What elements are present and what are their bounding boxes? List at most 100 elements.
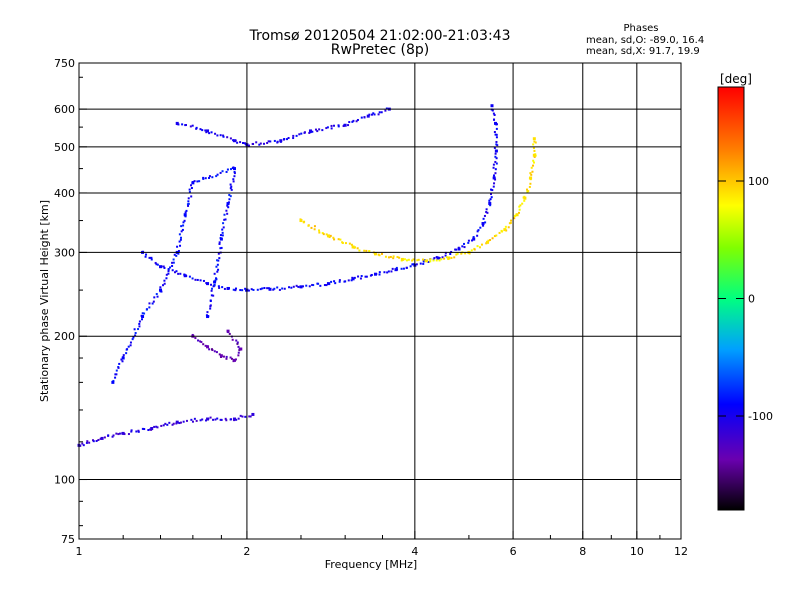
data-point: [364, 275, 367, 278]
trace-point: [232, 417, 236, 421]
data-point: [199, 340, 202, 343]
data-point: [152, 300, 155, 303]
data-point: [211, 176, 214, 179]
data-point: [504, 225, 507, 228]
data-point: [219, 134, 222, 137]
data-point: [252, 288, 255, 291]
data-point: [484, 221, 487, 224]
data-point: [179, 238, 182, 241]
data-point: [222, 355, 225, 358]
data-point: [476, 230, 479, 233]
data-point: [117, 366, 120, 369]
data-point: [266, 287, 269, 290]
trace-point: [493, 121, 497, 125]
data-point: [130, 429, 133, 432]
data-point: [308, 131, 311, 134]
data-point: [156, 426, 159, 429]
data-point: [378, 254, 381, 257]
data-point: [153, 425, 156, 428]
data-point: [221, 234, 224, 237]
data-point: [297, 285, 300, 288]
data-point: [453, 256, 456, 259]
trace-point: [239, 347, 243, 351]
x-tick-label: 6: [510, 545, 517, 558]
data-point: [134, 332, 137, 335]
data-point: [210, 348, 213, 351]
data-point: [188, 275, 191, 278]
data-point: [467, 239, 470, 242]
data-point: [529, 182, 532, 185]
data-point: [223, 213, 226, 216]
data-point: [223, 287, 226, 290]
y-tick-label: 600: [54, 103, 75, 116]
data-point: [216, 417, 219, 420]
trace-point: [481, 222, 485, 226]
data-point: [338, 279, 341, 282]
trace-point: [121, 431, 125, 435]
data-point: [183, 219, 186, 222]
data-point: [313, 228, 316, 231]
data-point: [422, 260, 425, 263]
data-point: [179, 272, 182, 275]
data-point: [155, 293, 158, 296]
data-point: [386, 271, 389, 274]
data-point: [290, 286, 293, 289]
data-point: [121, 360, 124, 363]
data-point: [341, 242, 344, 245]
trace-point: [486, 240, 490, 244]
data-point: [235, 418, 238, 421]
data-point: [218, 257, 221, 260]
data-point: [212, 418, 215, 421]
data-point: [228, 193, 231, 196]
data-point: [114, 373, 117, 376]
data-point: [488, 199, 491, 202]
data-point: [485, 208, 488, 211]
data-point: [351, 120, 354, 123]
trace-point: [206, 315, 210, 319]
data-point: [339, 238, 342, 241]
data-point: [187, 197, 190, 200]
data-point: [383, 271, 386, 274]
data-point: [402, 267, 405, 270]
x-tick-label: 10: [630, 545, 644, 558]
data-point: [190, 187, 193, 190]
chart-title: Tromsø 20120504 21:02:00-21:03:43: [249, 28, 511, 44]
data-point: [495, 133, 498, 136]
trace-point: [351, 245, 355, 249]
data-point: [172, 261, 175, 264]
data-point: [500, 229, 503, 232]
data-point: [298, 133, 301, 136]
data-point: [380, 252, 383, 255]
data-point: [485, 211, 488, 214]
data-point: [292, 137, 295, 140]
data-point: [302, 285, 305, 288]
data-point: [130, 430, 133, 433]
data-point: [492, 185, 495, 188]
data-point: [189, 125, 192, 128]
data-point: [148, 256, 151, 259]
y-tick-label: 75: [61, 533, 75, 546]
data-point: [378, 273, 381, 276]
data-point: [387, 256, 390, 259]
data-point: [220, 418, 223, 421]
trace-point: [191, 181, 195, 185]
data-point: [242, 142, 245, 145]
data-point: [118, 362, 121, 365]
trace-point: [373, 252, 377, 256]
data-point: [224, 417, 227, 420]
data-point: [202, 177, 205, 180]
data-point: [359, 277, 362, 280]
trace-point: [529, 176, 533, 180]
data-point: [318, 229, 321, 232]
data-point: [384, 255, 387, 258]
data-point: [486, 211, 489, 214]
trace-point: [206, 345, 210, 349]
data-point: [392, 255, 395, 258]
data-point: [314, 128, 317, 131]
data-point: [477, 229, 480, 232]
data-point: [147, 429, 150, 432]
data-point: [276, 286, 279, 289]
data-point: [223, 218, 226, 221]
data-point: [267, 140, 270, 143]
data-point: [115, 369, 118, 372]
